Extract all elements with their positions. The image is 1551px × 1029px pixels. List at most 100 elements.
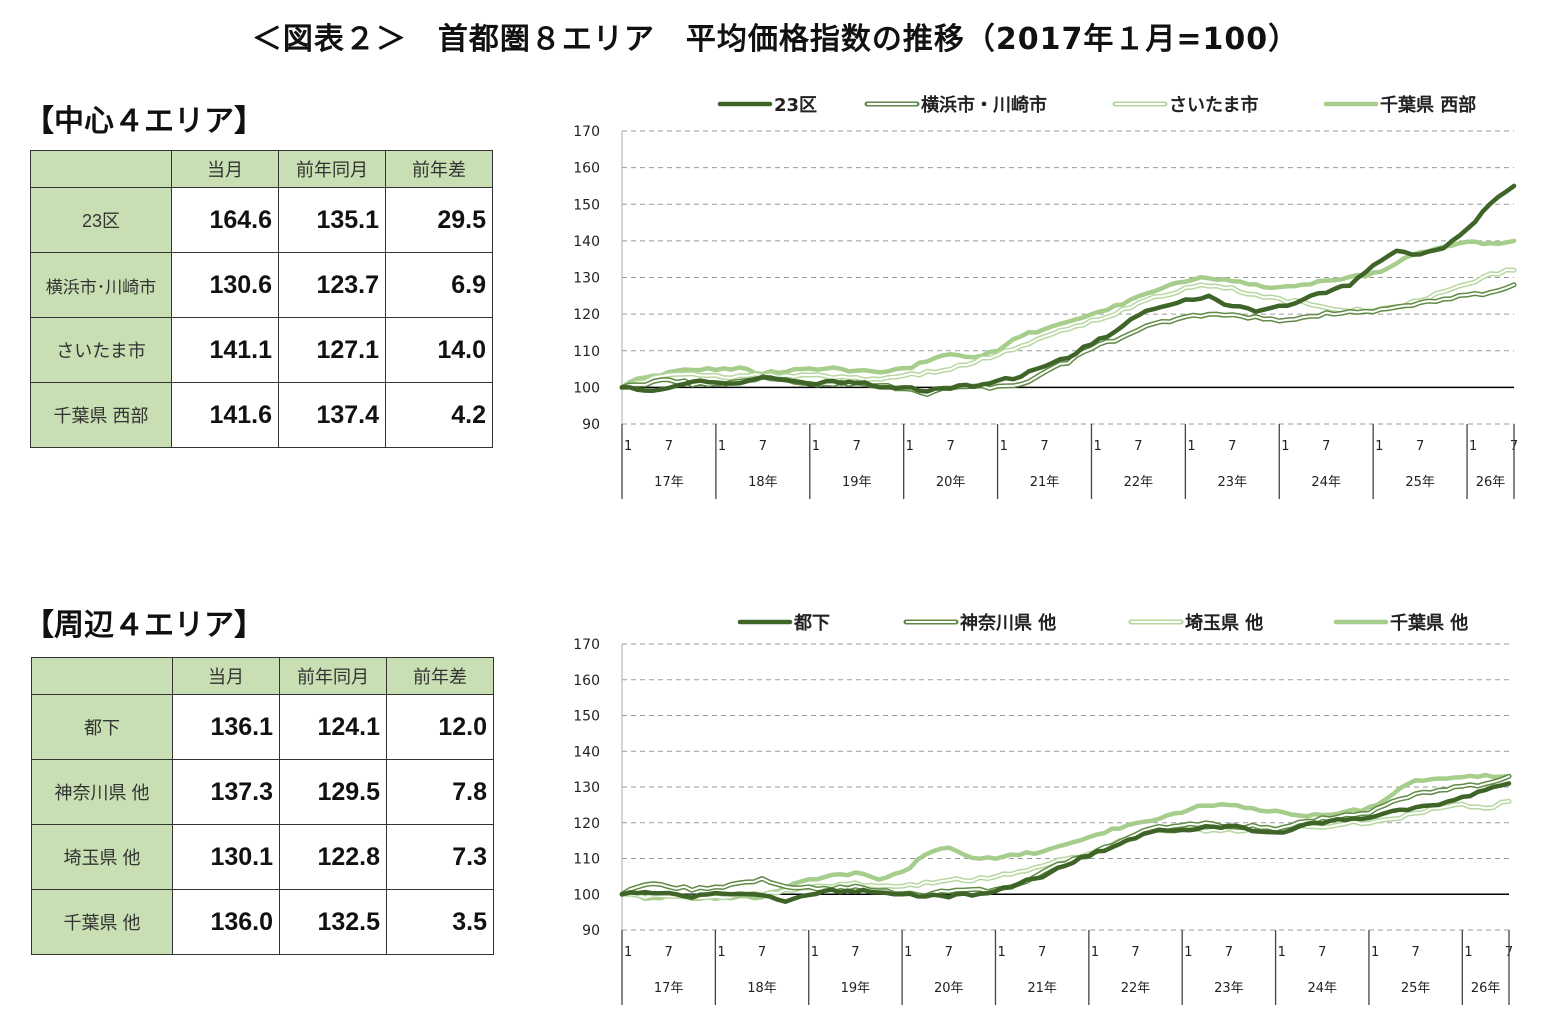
- page-title: ＜図表２＞ 首都圏８エリア 平均価格指数の推移（2017年１月=100）: [251, 22, 1300, 57]
- series-line: [619, 183, 1517, 394]
- series-line-inner: [621, 800, 1510, 899]
- row-label: 埼玉県 他: [31, 824, 173, 890]
- cell-diff: 7.8: [386, 759, 494, 825]
- series-line-inner: [621, 775, 1510, 897]
- col-header-diff: 前年差: [386, 657, 494, 695]
- legend-label: 都下: [793, 613, 830, 634]
- x-tick-label: 7: [665, 439, 673, 454]
- cell-current: 136.1: [172, 694, 280, 760]
- x-tick-label: 7: [1134, 439, 1142, 454]
- center-section-heading: 【中心４エリア】: [24, 104, 264, 139]
- y-tick-label: 160: [573, 673, 600, 689]
- cell-current: 164.6: [171, 187, 279, 253]
- series-line: [619, 238, 1517, 390]
- y-tick-label: 140: [573, 234, 600, 250]
- cell-current: 130.6: [171, 252, 279, 318]
- x-year-label: 17年: [654, 475, 684, 490]
- col-header-current: 当月: [171, 150, 279, 188]
- legend-label: 埼玉県 他: [1185, 612, 1263, 634]
- x-year-label: 22年: [1121, 981, 1151, 996]
- periphery-table: 当月 前年同月 前年差 都下 136.1 124.1 12.0 神奈川県 他 1…: [31, 657, 494, 955]
- y-tick-label: 120: [573, 816, 600, 832]
- col-header-current: 当月: [172, 657, 280, 695]
- y-tick-label: 110: [573, 344, 600, 360]
- row-label: 神奈川県 他: [31, 759, 173, 825]
- y-tick-label: 150: [573, 709, 600, 725]
- x-tick-label: 1: [904, 945, 912, 960]
- x-tick-label: 1: [811, 945, 819, 960]
- y-tick-label: 100: [573, 887, 600, 903]
- y-tick-label: 170: [573, 124, 600, 140]
- x-tick-label: 7: [1131, 945, 1139, 960]
- y-tick-label: 130: [573, 271, 600, 287]
- legend-label: 23区: [774, 95, 817, 116]
- periphery-section-heading: 【周辺４エリア】: [24, 608, 264, 643]
- x-year-label: 17年: [654, 981, 684, 996]
- y-tick-label: 100: [573, 380, 600, 396]
- x-tick-label: 1: [1184, 945, 1192, 960]
- x-tick-label: 1: [1281, 439, 1289, 454]
- x-year-label: 24年: [1311, 475, 1341, 490]
- series-line-inner: [621, 268, 1515, 389]
- x-tick-label: 1: [717, 945, 725, 960]
- legend-label: 横浜市・川崎市: [921, 94, 1047, 116]
- x-year-label: 18年: [747, 981, 777, 996]
- y-tick-label: 150: [573, 197, 600, 213]
- row-label: さいたま市: [30, 317, 172, 383]
- x-year-label: 20年: [936, 475, 966, 490]
- x-tick-label: 1: [718, 439, 726, 454]
- x-year-label: 22年: [1124, 475, 1154, 490]
- y-tick-label: 170: [573, 637, 600, 653]
- x-year-label: 25年: [1405, 475, 1435, 490]
- center-line-chart: 90 100 110 120 130 140 150 160 170 1 7 17年 1 7 18年 1 7 19…: [573, 94, 1518, 499]
- x-tick-label: 7: [1040, 439, 1048, 454]
- x-tick-label: 1: [1187, 439, 1195, 454]
- col-header-diff: 前年差: [385, 150, 493, 188]
- y-tick-label: 120: [573, 307, 600, 323]
- x-year-label: 20年: [934, 981, 964, 996]
- y-tick-label: 90: [582, 923, 600, 939]
- x-year-label: 19年: [842, 475, 872, 490]
- cell-diff: 3.5: [386, 889, 494, 955]
- x-tick-label: 7: [1411, 945, 1419, 960]
- x-tick-label: 1: [1000, 439, 1008, 454]
- table-corner: [30, 150, 172, 188]
- x-year-label: 24年: [1307, 981, 1337, 996]
- cell-diff: 6.9: [385, 252, 493, 318]
- center-table: 当月 前年同月 前年差 23区 164.6 135.1 29.5 横浜市･川崎市…: [30, 150, 493, 448]
- row-label: 都下: [31, 694, 173, 760]
- x-tick-label: 1: [1093, 439, 1101, 454]
- x-tick-label: 7: [1225, 945, 1233, 960]
- cell-diff: 14.0: [385, 317, 493, 383]
- cell-prev-year: 129.5: [279, 759, 387, 825]
- x-tick-label: 1: [624, 439, 632, 454]
- table-row: 神奈川県 他 137.3 129.5 7.8: [31, 759, 494, 825]
- x-tick-label: 7: [946, 439, 954, 454]
- x-tick-label: 7: [759, 439, 767, 454]
- y-tick-label: 130: [573, 780, 600, 796]
- table-row: 千葉県 他 136.0 132.5 3.5: [31, 889, 494, 955]
- table-row: 都下 136.1 124.1 12.0: [31, 694, 494, 760]
- x-tick-label: 1: [812, 439, 820, 454]
- y-tick-label: 160: [573, 161, 600, 177]
- legend-label: さいたま市: [1169, 94, 1258, 116]
- row-label: 23区: [30, 187, 172, 253]
- x-year-label: 21年: [1030, 475, 1060, 490]
- x-tick-label: 7: [1318, 945, 1326, 960]
- x-tick-label: 1: [1371, 945, 1379, 960]
- table-row: 23区 164.6 135.1 29.5: [30, 187, 493, 253]
- x-year-label: 26年: [1476, 475, 1506, 490]
- x-tick-label: 7: [1322, 439, 1330, 454]
- y-tick-label: 90: [582, 417, 600, 433]
- cell-prev-year: 123.7: [278, 252, 386, 318]
- cell-current: 141.1: [171, 317, 279, 383]
- x-tick-label: 7: [1416, 439, 1424, 454]
- x-year-label: 21年: [1027, 981, 1057, 996]
- x-tick-label: 1: [1091, 945, 1099, 960]
- x-tick-label: 7: [853, 439, 861, 454]
- x-tick-label: 1: [624, 945, 632, 960]
- cell-prev-year: 124.1: [279, 694, 387, 760]
- x-tick-label: 1: [997, 945, 1005, 960]
- row-label: 横浜市･川崎市: [30, 252, 172, 318]
- y-tick-label: 140: [573, 744, 600, 760]
